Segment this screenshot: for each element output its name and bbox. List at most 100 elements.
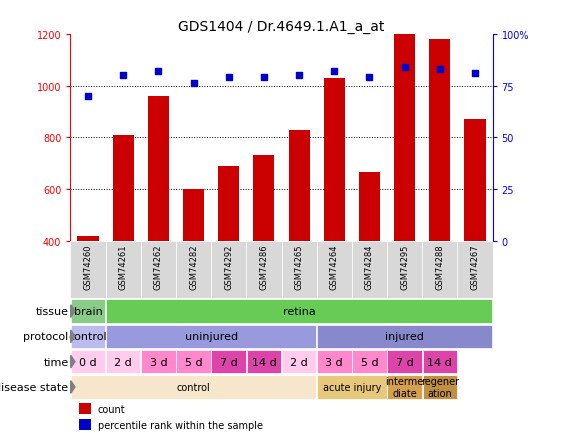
Text: 7 d: 7 d: [220, 357, 238, 367]
Bar: [212, 350, 246, 373]
Text: uninjured: uninjured: [185, 332, 238, 342]
Bar: [106, 241, 141, 299]
Bar: [352, 241, 387, 299]
Bar: [387, 241, 422, 299]
Text: time: time: [43, 357, 69, 367]
Bar: [324, 79, 345, 345]
Text: 0 d: 0 d: [79, 357, 97, 367]
Point: [365, 75, 374, 82]
Bar: [148, 97, 169, 345]
Bar: [247, 350, 281, 373]
Bar: [387, 375, 422, 399]
Text: injured: injured: [385, 332, 424, 342]
Point: [119, 72, 128, 79]
Text: GSM74267: GSM74267: [471, 244, 480, 290]
Point: [260, 75, 269, 82]
Bar: [282, 350, 316, 373]
Bar: [218, 166, 239, 345]
Point: [471, 70, 480, 77]
Text: GSM74282: GSM74282: [189, 244, 198, 289]
Bar: [359, 173, 380, 345]
Bar: [106, 350, 140, 373]
Bar: [71, 350, 105, 373]
Bar: [253, 156, 275, 345]
Text: tissue: tissue: [35, 306, 69, 316]
Text: 3 d: 3 d: [325, 357, 343, 367]
Bar: [106, 325, 316, 348]
Text: 2 d: 2 d: [290, 357, 308, 367]
Text: GSM74262: GSM74262: [154, 244, 163, 289]
Bar: [457, 241, 493, 299]
Text: GSM74265: GSM74265: [294, 244, 303, 289]
Bar: [71, 300, 105, 323]
Text: GSM74288: GSM74288: [435, 244, 444, 290]
Bar: [317, 375, 387, 399]
Bar: [394, 35, 415, 345]
Bar: [316, 241, 352, 299]
Point: [154, 69, 163, 76]
Bar: [464, 120, 485, 345]
Text: acute injury: acute injury: [323, 382, 381, 392]
Text: 5 d: 5 d: [185, 357, 202, 367]
Text: 2 d: 2 d: [114, 357, 132, 367]
Bar: [317, 350, 351, 373]
Polygon shape: [71, 305, 75, 318]
Bar: [423, 350, 457, 373]
Text: control: control: [69, 332, 108, 342]
Text: 14 d: 14 d: [427, 357, 452, 367]
Bar: [141, 241, 176, 299]
Text: GSM74264: GSM74264: [330, 244, 339, 289]
Point: [294, 72, 303, 79]
Bar: [79, 403, 91, 414]
Text: GSM74284: GSM74284: [365, 244, 374, 289]
Point: [83, 93, 92, 100]
Text: count: count: [98, 404, 126, 414]
Bar: [71, 325, 105, 348]
Bar: [113, 135, 133, 345]
Bar: [211, 241, 247, 299]
Bar: [289, 130, 310, 345]
Text: percentile rank within the sample: percentile rank within the sample: [98, 420, 263, 430]
Bar: [77, 236, 99, 345]
Title: GDS1404 / Dr.4649.1.A1_a_at: GDS1404 / Dr.4649.1.A1_a_at: [178, 20, 385, 34]
Text: retina: retina: [283, 306, 315, 316]
Text: GSM74286: GSM74286: [260, 244, 269, 290]
Text: regener
ation: regener ation: [421, 376, 459, 398]
Bar: [247, 241, 282, 299]
Text: 14 d: 14 d: [252, 357, 276, 367]
Text: disease state: disease state: [0, 382, 69, 392]
Bar: [422, 241, 457, 299]
Bar: [141, 350, 176, 373]
Point: [435, 66, 444, 73]
Bar: [429, 40, 450, 345]
Text: GSM74295: GSM74295: [400, 244, 409, 289]
Point: [400, 64, 409, 71]
Bar: [176, 350, 211, 373]
Polygon shape: [71, 330, 75, 343]
Text: protocol: protocol: [24, 332, 69, 342]
Bar: [387, 350, 422, 373]
Text: 3 d: 3 d: [150, 357, 167, 367]
Text: GSM74261: GSM74261: [119, 244, 128, 289]
Polygon shape: [71, 355, 75, 368]
Text: 5 d: 5 d: [361, 357, 378, 367]
Bar: [282, 241, 316, 299]
Bar: [317, 325, 492, 348]
Text: 7 d: 7 d: [396, 357, 414, 367]
Text: interme
diate: interme diate: [386, 376, 424, 398]
Text: GSM74260: GSM74260: [83, 244, 92, 289]
Bar: [71, 375, 316, 399]
Text: control: control: [177, 382, 211, 392]
Polygon shape: [71, 381, 75, 393]
Bar: [70, 241, 106, 299]
Bar: [79, 419, 91, 430]
Text: brain: brain: [74, 306, 102, 316]
Bar: [423, 375, 457, 399]
Point: [224, 75, 233, 82]
Bar: [176, 241, 211, 299]
Point: [330, 69, 339, 76]
Bar: [352, 350, 387, 373]
Bar: [183, 190, 204, 345]
Point: [189, 81, 198, 88]
Text: GSM74292: GSM74292: [224, 244, 233, 289]
